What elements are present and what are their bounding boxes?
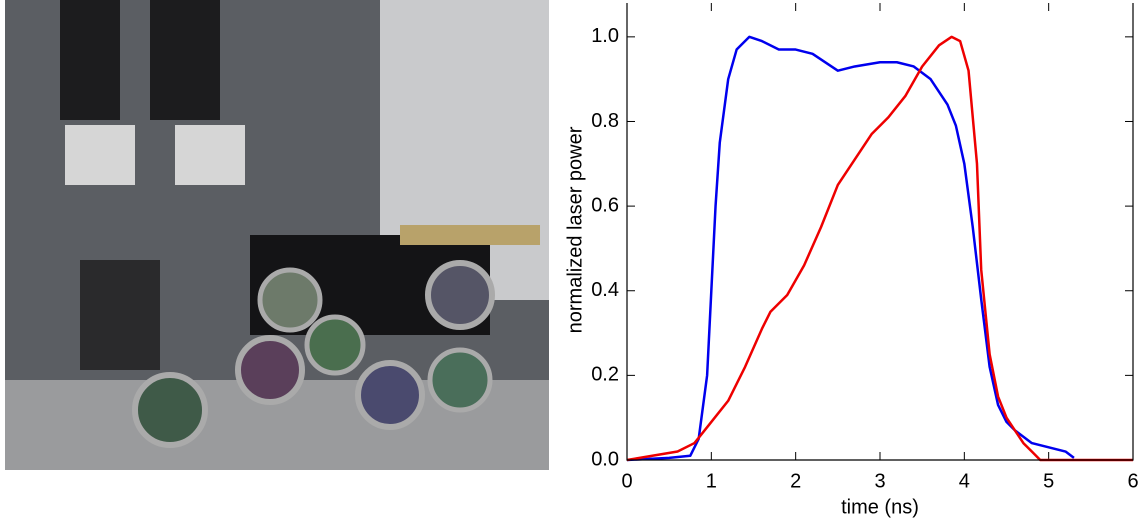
x-axis-label: time (ns) — [841, 496, 919, 518]
photo-cables — [150, 0, 220, 120]
x-tick-label: 1 — [706, 470, 717, 492]
x-tick-label: 5 — [1043, 470, 1054, 492]
axes-frame — [626, 3, 1134, 461]
y-tick-label: 0.0 — [591, 448, 619, 470]
photo-cables — [60, 0, 120, 120]
y-tick-label: 0.8 — [591, 110, 619, 132]
photo-optic — [427, 347, 493, 413]
photo-optic — [235, 335, 305, 405]
photo-optic — [132, 372, 208, 448]
photo-box — [80, 260, 160, 370]
photo-optic — [257, 267, 323, 333]
plot: time (ns) normalized laser power 0 1 2 3 4 5 6… — [564, 3, 1139, 518]
photo-optic — [425, 260, 495, 330]
x-tick-label: 2 — [790, 470, 801, 492]
photo-optic — [355, 360, 425, 430]
photo-optic — [304, 314, 366, 376]
photo-box — [65, 125, 135, 185]
y-tick-label: 1.0 — [591, 25, 619, 47]
photo-box — [175, 125, 245, 185]
y-tick-label: 0.2 — [591, 364, 619, 386]
x-tick-label: 4 — [959, 470, 970, 492]
x-tick-label: 3 — [874, 470, 885, 492]
x-tick-label: 6 — [1127, 470, 1138, 492]
y-tick-label: 0.6 — [591, 194, 619, 216]
x-tick-label: 0 — [621, 470, 632, 492]
y-axis-label: normalized laser power — [564, 126, 586, 333]
y-tick-label: 0.4 — [591, 279, 619, 301]
data-line — [626, 35, 1075, 462]
data-line — [626, 35, 1133, 462]
photo — [5, 0, 549, 470]
photo-plate — [400, 225, 540, 245]
